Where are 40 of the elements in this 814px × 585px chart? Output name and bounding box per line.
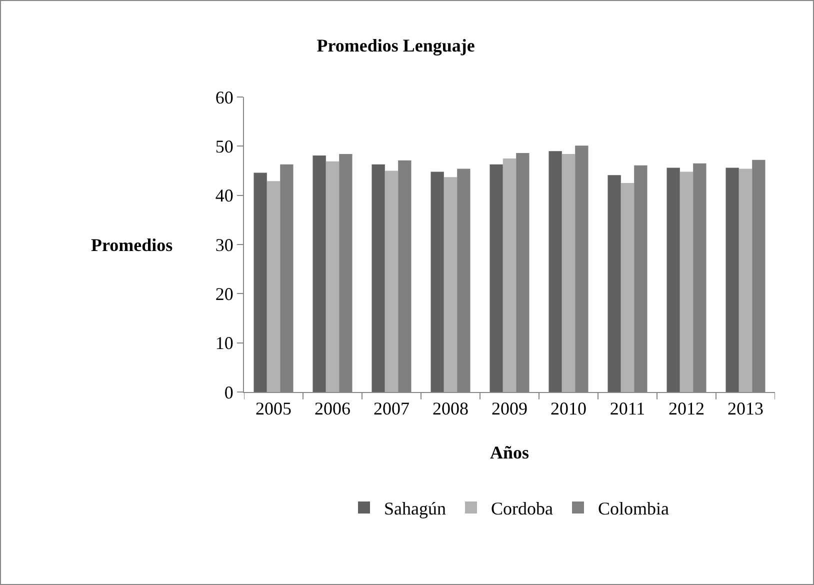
y-tick-label: 50 (215, 136, 234, 156)
bar (384, 170, 398, 392)
x-tick-label: 2012 (668, 398, 704, 419)
bar (444, 177, 458, 392)
y-tick-label: 40 (215, 186, 234, 206)
bar (562, 154, 576, 392)
y-tick-label: 0 (224, 382, 234, 402)
x-axis-title: Años (490, 442, 530, 463)
bar (266, 181, 280, 392)
bar (254, 172, 267, 392)
bar (326, 161, 340, 392)
x-tick-label: 2009 (492, 398, 528, 419)
legend-label: Colombia (598, 498, 670, 519)
bar (490, 164, 503, 392)
y-tick-label: 20 (215, 284, 234, 304)
x-tick-label: 2013 (728, 398, 764, 419)
bar (548, 151, 562, 392)
y-tick-label: 30 (215, 234, 234, 255)
bar (372, 164, 385, 392)
bar (680, 172, 694, 392)
bar (502, 158, 516, 392)
x-tick-label: 2010 (550, 398, 586, 419)
legend-label: Cordoba (491, 498, 553, 519)
bar (620, 183, 634, 392)
x-tick-label: 2007 (374, 398, 410, 419)
bar (738, 168, 752, 392)
bar (608, 175, 621, 392)
bar (666, 168, 680, 392)
bar (312, 156, 326, 392)
legend-label: Sahagún (384, 498, 446, 519)
bar (726, 168, 739, 392)
chart-title: Promedios Lenguaje (316, 36, 475, 56)
x-tick-label: 2008 (432, 398, 468, 419)
y-tick-label: 60 (215, 87, 234, 108)
y-tick-label: 10 (215, 333, 234, 354)
bar (430, 172, 444, 392)
x-tick-label: 2011 (610, 398, 646, 419)
y-axis-title: Promedios (91, 235, 173, 255)
x-tick-label: 2006 (314, 398, 350, 419)
x-tick-label: 2005 (256, 398, 292, 419)
